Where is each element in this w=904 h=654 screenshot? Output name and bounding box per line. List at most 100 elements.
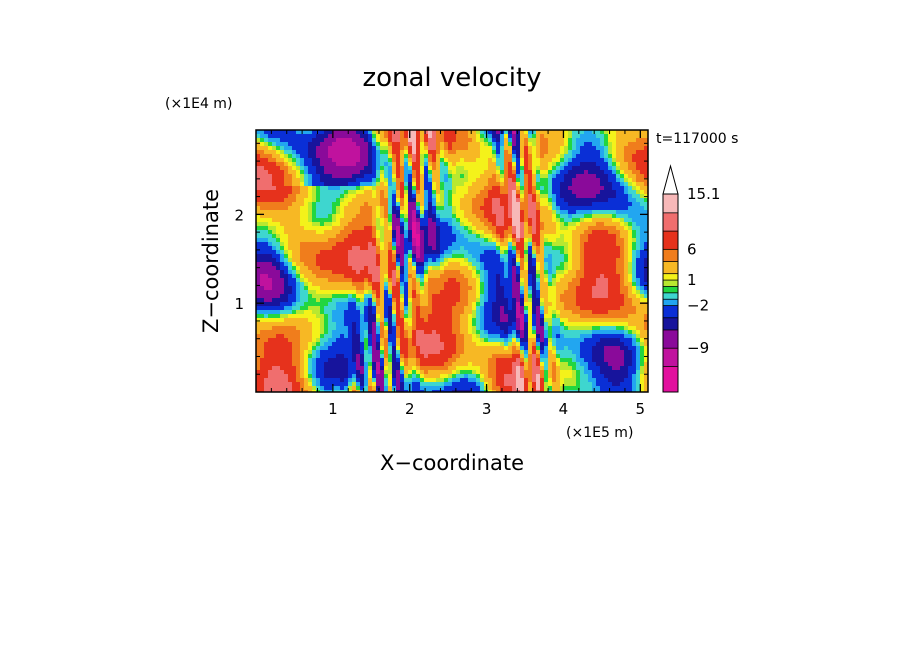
field-cell [588, 178, 593, 183]
field-cell [464, 222, 469, 227]
field-cell [576, 226, 581, 231]
field-cell [268, 174, 273, 179]
field-cell [476, 242, 481, 247]
field-cell [412, 234, 417, 239]
field-cell [340, 274, 345, 279]
field-cell [352, 330, 357, 335]
field-cell [384, 210, 389, 215]
field-cell [348, 242, 353, 247]
field-cell [372, 214, 377, 219]
field-cell [584, 146, 589, 151]
field-cell [516, 202, 521, 207]
field-cell [428, 158, 433, 163]
field-cell [536, 158, 541, 163]
field-cell [504, 230, 509, 235]
field-cell [576, 286, 581, 291]
field-cell [500, 242, 505, 247]
field-cell [384, 286, 389, 291]
field-cell [540, 170, 545, 175]
field-cell [460, 270, 465, 275]
field-cell [508, 202, 513, 207]
field-cell [580, 282, 585, 287]
field-cell [348, 290, 353, 295]
field-cell [580, 310, 585, 315]
field-cell [532, 182, 537, 187]
field-cell [516, 282, 521, 287]
field-cell [388, 142, 393, 147]
field-cell [428, 218, 433, 223]
field-cell [500, 250, 505, 255]
field-cell [372, 186, 377, 191]
field-cell [440, 150, 445, 155]
field-cell [412, 134, 417, 139]
field-cell [628, 158, 633, 163]
field-cell [276, 266, 281, 271]
field-cell [356, 274, 361, 279]
field-cell [344, 222, 349, 227]
field-cell [640, 250, 645, 255]
field-cell [428, 266, 433, 271]
field-cell [572, 318, 577, 323]
field-cell [328, 174, 333, 179]
field-cell [256, 314, 261, 319]
field-cell [568, 206, 573, 211]
field-cell [284, 254, 289, 259]
field-cell [608, 162, 613, 167]
field-cell [488, 134, 493, 139]
field-cell [512, 166, 517, 171]
field-cell [556, 242, 561, 247]
field-cell [340, 134, 345, 139]
field-cell [540, 290, 545, 295]
field-cell [532, 214, 537, 219]
field-cell [556, 222, 561, 227]
field-cell [280, 170, 285, 175]
field-cell [272, 134, 277, 139]
field-cell [512, 298, 517, 303]
field-cell [492, 274, 497, 279]
field-cell [336, 310, 341, 315]
field-cell [448, 206, 453, 211]
field-cell [580, 154, 585, 159]
field-cell [404, 146, 409, 151]
field-cell [604, 314, 609, 319]
field-cell [420, 314, 425, 319]
field-cell [636, 270, 641, 275]
field-cell [280, 158, 285, 163]
field-cell [492, 202, 497, 207]
field-cell [352, 302, 357, 307]
field-cell [528, 298, 533, 303]
field-cell [288, 290, 293, 295]
field-cell [556, 258, 561, 263]
field-cell [260, 158, 265, 163]
field-cell [488, 322, 493, 327]
field-cell [616, 278, 621, 283]
field-cell [400, 310, 405, 315]
field-cell [640, 186, 645, 191]
field-cell [508, 262, 513, 267]
field-cell [428, 234, 433, 239]
field-cell [536, 130, 541, 135]
field-cell [460, 166, 465, 171]
field-cell [572, 166, 577, 171]
field-cell [620, 302, 625, 307]
field-cell [604, 310, 609, 315]
field-cell [576, 318, 581, 323]
field-cell [512, 330, 517, 335]
field-cell [368, 286, 373, 291]
field-cell [596, 282, 601, 287]
field-cell [596, 194, 601, 199]
field-cell [396, 282, 401, 287]
field-cell [276, 314, 281, 319]
field-cell [560, 218, 565, 223]
field-cell [392, 198, 397, 203]
field-cell [584, 278, 589, 283]
field-cell [484, 142, 489, 147]
field-cell [600, 298, 605, 303]
field-cell [368, 198, 373, 203]
field-cell [316, 222, 321, 227]
field-cell [460, 222, 465, 227]
field-cell [588, 206, 593, 211]
field-cell [436, 218, 441, 223]
field-cell [284, 250, 289, 255]
field-cell [316, 302, 321, 307]
